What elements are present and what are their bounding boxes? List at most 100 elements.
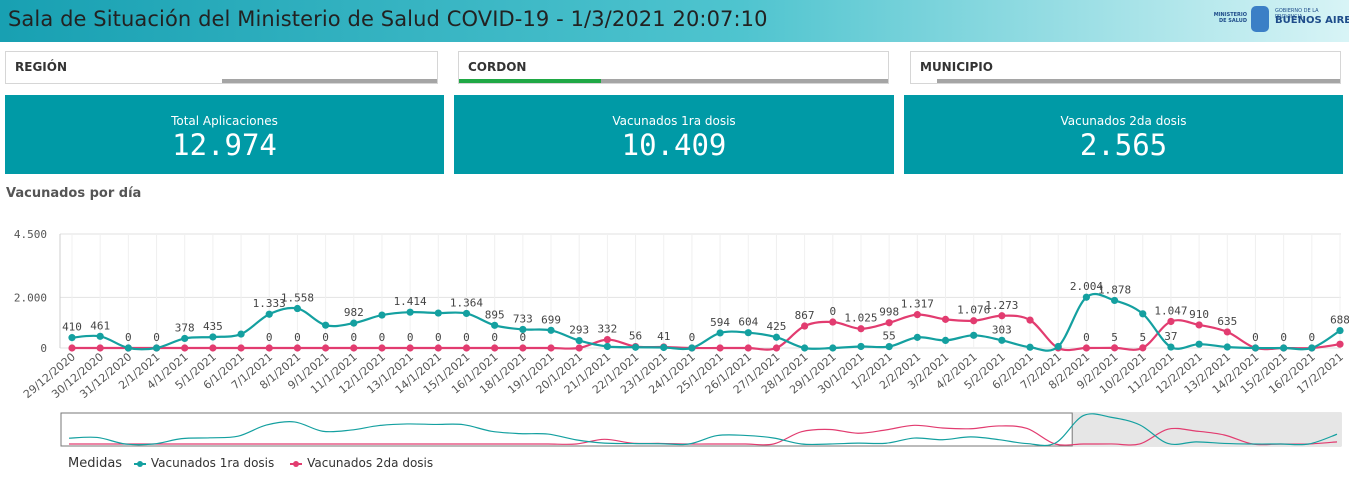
- data-point-dose1: [1336, 326, 1344, 335]
- data-point-dose2: [970, 317, 978, 325]
- data-point-dose2: [434, 344, 442, 352]
- data-point-dose1: [434, 309, 442, 317]
- y-tick-label: 0: [40, 342, 47, 355]
- filter-cordon-selection-bar: [459, 79, 888, 83]
- data-point-dose1: [1308, 344, 1316, 352]
- filter-municipio[interactable]: MUNICIPIO: [910, 51, 1341, 84]
- data-point-dose1: [152, 344, 161, 352]
- data-point-dose2: [293, 344, 302, 352]
- data-label-dose1: 594: [710, 316, 730, 329]
- kpi-total-aplicaciones: Total Aplicaciones 12.974: [5, 95, 444, 174]
- data-point-dose1: [265, 310, 273, 318]
- data-point-dose1: [519, 325, 527, 334]
- app-header: Sala de Situación del Ministerio de Salu…: [0, 0, 1349, 42]
- data-label-dose1: 0: [1309, 331, 1316, 344]
- legend-swatch-dose1: [133, 460, 146, 467]
- data-label-dose2: 5: [1111, 331, 1118, 344]
- legend-item-dose2[interactable]: Vacunados 2da dosis: [307, 456, 434, 470]
- data-point-dose2: [1336, 340, 1344, 348]
- legend-title: Medidas: [68, 456, 123, 471]
- data-point-dose2: [1110, 344, 1119, 352]
- data-label-dose1: 0: [689, 331, 696, 344]
- data-point-dose1: [829, 344, 837, 352]
- data-label-dose2: 1.025: [844, 312, 877, 325]
- data-point-dose1: [378, 311, 386, 319]
- data-label-dose1: 733: [513, 312, 533, 325]
- kpi-label: Vacunados 2da dosis: [1060, 114, 1187, 128]
- data-label-dose2: 910: [1189, 308, 1209, 321]
- data-point-dose1: [913, 333, 921, 341]
- data-point-dose2: [68, 344, 76, 352]
- data-label-dose2: 0: [1252, 331, 1259, 344]
- data-point-dose2: [941, 315, 950, 323]
- data-point-dose1: [1026, 343, 1034, 351]
- data-point-dose1: [96, 332, 104, 340]
- data-point-dose1: [660, 343, 668, 352]
- data-label-dose2: 5: [1139, 331, 1146, 344]
- kpi-vacunados-2da: Vacunados 2da dosis 2.565: [904, 95, 1343, 174]
- data-point-dose2: [772, 344, 781, 352]
- kpi-label: Total Aplicaciones: [171, 114, 278, 128]
- data-label-dose1: 1.414: [394, 295, 427, 308]
- data-point-dose2: [181, 344, 189, 352]
- data-point-dose2: [237, 344, 245, 352]
- data-point-dose2: [491, 344, 499, 352]
- data-point-dose2: [209, 344, 217, 352]
- data-label-dose2: 867: [795, 309, 815, 322]
- data-point-dose1: [688, 344, 696, 352]
- data-point-dose1: [406, 308, 414, 316]
- data-point-dose2: [322, 344, 330, 352]
- data-label-dose1: 293: [569, 324, 589, 337]
- data-label-dose2: 0: [491, 331, 498, 344]
- y-tick-label: 4.500: [14, 228, 47, 241]
- chart-legend: Medidas Vacunados 1ra dosis Vacunados 2d…: [68, 456, 445, 471]
- data-label-dose2: 998: [879, 306, 899, 319]
- data-label-dose2: 0: [322, 331, 329, 344]
- data-label-dose2: 0: [294, 331, 301, 344]
- filter-cordon-label: CORDON: [468, 60, 527, 74]
- data-label-dose2: 56: [629, 330, 642, 343]
- series-line-dose2: [71, 313, 1341, 352]
- data-point-dose2: [575, 344, 583, 352]
- data-label-dose1: 378: [175, 321, 195, 334]
- data-point-dose1: [941, 336, 950, 344]
- data-label-dose2: 0: [350, 331, 357, 344]
- kpi-value: 2.565: [1079, 128, 1168, 162]
- data-label-dose2: 635: [1217, 315, 1237, 328]
- data-label-dose1: 55: [883, 330, 896, 343]
- y-tick-label: 2.000: [14, 291, 47, 304]
- data-point-dose2: [744, 344, 752, 352]
- data-label-dose2: 0: [435, 331, 442, 344]
- data-point-dose1: [772, 333, 781, 341]
- legend-item-dose1[interactable]: Vacunados 1ra dosis: [150, 456, 275, 470]
- data-label-dose2: 0: [463, 331, 470, 344]
- range-selection-window: [60, 412, 1073, 447]
- filter-region-label: REGIÓN: [15, 60, 67, 74]
- chart-title: Vacunados por día: [6, 186, 142, 201]
- data-point-dose1: [1139, 310, 1147, 318]
- data-point-dose2: [378, 344, 386, 352]
- filter-region-selection-bar: [6, 79, 437, 83]
- legend-swatch-dose2: [290, 460, 303, 467]
- data-point-dose2: [1167, 317, 1175, 326]
- data-label-dose1: 303: [992, 323, 1012, 336]
- data-point-dose1: [350, 319, 358, 327]
- data-point-dose2: [547, 344, 555, 352]
- data-point-dose1: [547, 326, 555, 334]
- data-point-dose2: [857, 325, 865, 333]
- data-label-dose1: 688: [1330, 314, 1349, 327]
- data-point-dose2: [716, 344, 724, 352]
- vaccination-line-chart[interactable]: 02.0004.50029/12/202030/12/202031/12/202…: [0, 205, 1349, 450]
- data-point-dose2: [1026, 316, 1034, 324]
- data-label-dose2: 0: [407, 331, 414, 344]
- data-label-dose1: 461: [90, 319, 110, 332]
- data-label-dose2: 0: [520, 331, 527, 344]
- data-label-dose1: 410: [62, 321, 82, 334]
- filter-region[interactable]: REGIÓN: [5, 51, 438, 84]
- data-point-dose1: [1054, 342, 1062, 351]
- filter-cordon[interactable]: CORDON: [458, 51, 889, 84]
- data-point-dose1: [462, 309, 471, 318]
- data-point-dose2: [998, 312, 1006, 320]
- logo-province-text: BUENOS AIRES: [1275, 15, 1349, 26]
- data-point-dose1: [857, 342, 865, 351]
